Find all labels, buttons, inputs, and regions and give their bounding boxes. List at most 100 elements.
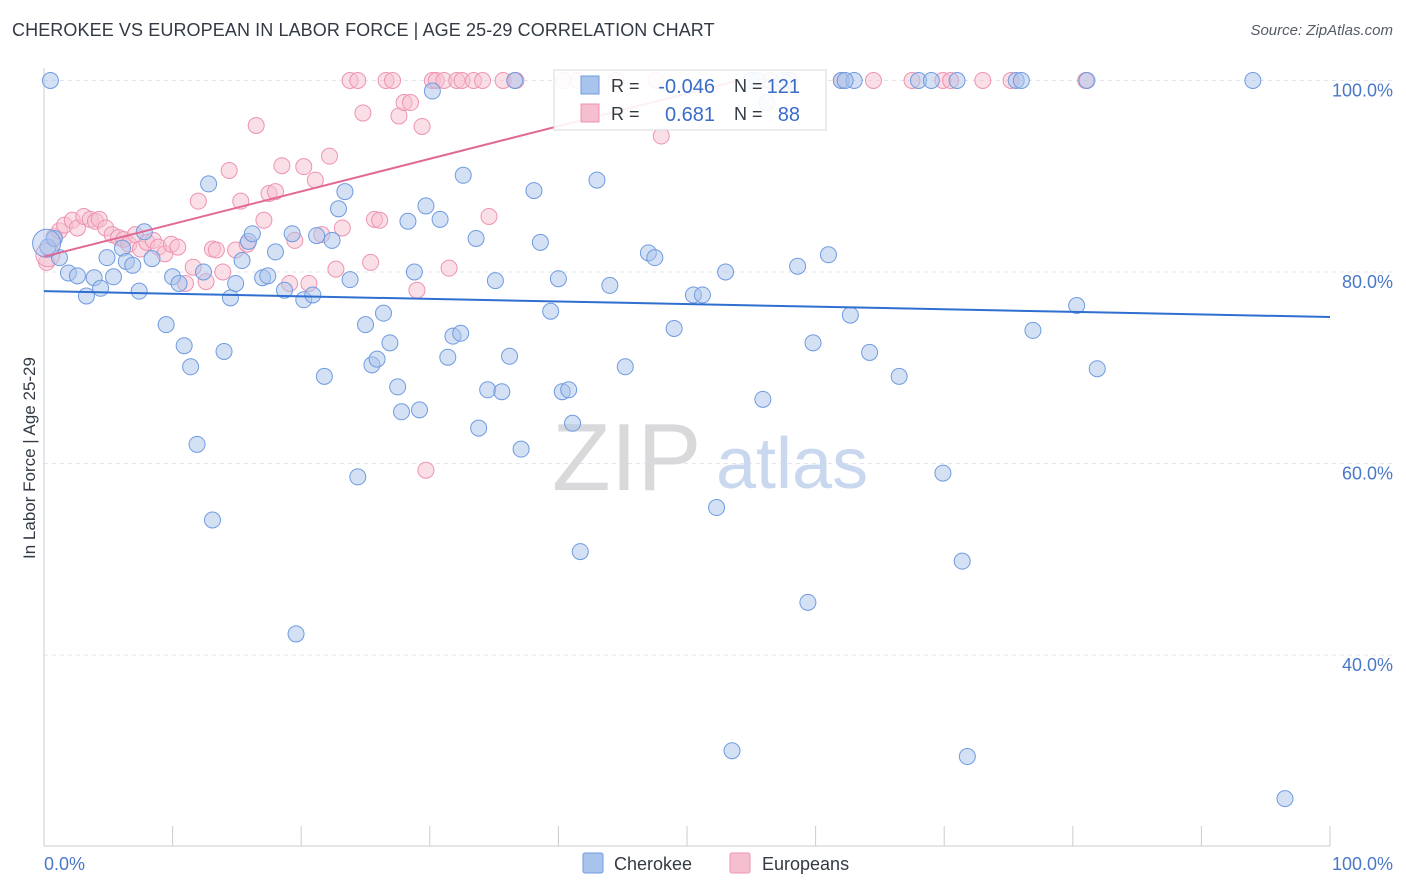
cherokee-point [170, 274, 188, 292]
y-tick-label: 60.0% [1342, 464, 1393, 484]
cherokee-point [531, 233, 549, 251]
stats-swatch-europeans [580, 103, 600, 123]
europeans-point [349, 72, 367, 89]
cherokee-point [506, 72, 524, 89]
legend: Cherokee Europeans [582, 852, 849, 874]
tick-labels: 40.0% 60.0% 80.0% 100.0% 0.0% 100.0% [44, 81, 1393, 875]
cherokee-point [564, 414, 582, 432]
europeans-point [440, 259, 458, 277]
cherokee-point [486, 272, 504, 290]
cherokee-point [454, 166, 472, 184]
cherokee-point [542, 302, 560, 320]
x-tick-label: 100.0% [1332, 854, 1393, 874]
cherokee-point [799, 593, 817, 611]
cherokee-point [283, 225, 301, 243]
europeans-point [408, 281, 426, 299]
cherokee-point [215, 342, 233, 360]
cherokee-point [1088, 360, 1106, 378]
cherokee-point [336, 183, 354, 201]
cherokee-point [439, 348, 457, 366]
stats-r-europeans: 0.681 [665, 104, 715, 126]
europeans-point [354, 104, 372, 122]
cherokee-point [717, 263, 735, 281]
cherokee-point [349, 468, 367, 486]
cherokee-point [512, 440, 530, 458]
europeans-point [474, 72, 492, 89]
cherokee-point [308, 227, 326, 245]
cherokee-point [836, 72, 854, 89]
cherokee-point [124, 256, 142, 274]
europeans-point [220, 162, 238, 180]
cherokee-point [77, 287, 95, 305]
cherokee-point [175, 337, 193, 355]
europeans-point [327, 260, 345, 278]
europeans-point [362, 253, 380, 271]
europeans-point [384, 72, 402, 89]
legend-swatch-cherokee [582, 852, 604, 874]
cherokee-point [227, 274, 245, 292]
europeans-point [214, 263, 232, 281]
europeans-point [371, 211, 389, 229]
stats-r-label-europeans: R = [611, 104, 640, 124]
cherokee-point [98, 249, 116, 267]
legend-item-cherokee[interactable]: Cherokee [582, 852, 692, 874]
y-axis-title: In Labor Force | Age 25-29 [20, 357, 39, 559]
stats-swatch-cherokee [580, 75, 600, 95]
cherokee-point [304, 286, 322, 304]
stats-n-cherokee: 121 [767, 76, 800, 98]
europeans-point [413, 117, 431, 135]
cherokee-point [357, 316, 374, 334]
cherokee-point [92, 279, 110, 297]
cherokee-point [1012, 72, 1030, 89]
cherokee-point [841, 306, 859, 324]
cherokee-point [329, 200, 347, 218]
stats-box: R = -0.046 N = 121 R = 0.681 N = 88 [553, 69, 827, 131]
cherokee-point [571, 543, 589, 561]
x-tick-label: 0.0% [44, 854, 85, 874]
cherokee-point [45, 229, 63, 247]
cherokee-point [417, 197, 435, 215]
cherokee-point [1244, 72, 1262, 89]
legend-swatch-europeans [729, 852, 751, 874]
cherokee-point [693, 286, 711, 304]
europeans-point [402, 94, 420, 112]
cherokee-point [525, 182, 543, 200]
cherokee-point [431, 210, 449, 228]
stats-r-cherokee: -0.046 [658, 76, 715, 98]
cherokee-point [32, 228, 62, 258]
cherokee-point [452, 324, 470, 342]
europeans-point [255, 211, 273, 229]
legend-item-europeans[interactable]: Europeans [729, 852, 849, 874]
cherokee-point [1068, 297, 1086, 315]
cherokee-point [200, 175, 218, 193]
cherokee-point [104, 268, 122, 286]
cherokee-point [708, 499, 726, 517]
cherokee-point [479, 381, 497, 399]
cherokee-point [405, 263, 423, 281]
cherokee-point [804, 334, 822, 352]
cherokee-point [549, 270, 567, 288]
cherokee-point [665, 319, 683, 337]
cherokee-points [32, 72, 1294, 808]
cherokee-point [221, 289, 239, 307]
cherokee-point [819, 246, 837, 264]
stats-n-europeans: 88 [778, 104, 800, 126]
cherokee-point [948, 72, 966, 89]
cherokee-point [203, 511, 221, 529]
cherokee-point [601, 276, 619, 294]
y-tick-label: 80.0% [1342, 272, 1393, 292]
cherokee-point [861, 343, 879, 361]
chart-source: Source: ZipAtlas.com [1250, 22, 1393, 39]
watermark-atlas: atlas [716, 424, 868, 504]
cherokee-point [423, 82, 441, 100]
europeans-point [189, 192, 207, 210]
cherokee-point [68, 267, 86, 285]
cherokee-point [953, 552, 971, 570]
europeans-point [207, 241, 225, 259]
legend-label-europeans: Europeans [762, 854, 849, 874]
europeans-point [295, 158, 313, 176]
watermark: ZIP atlas [552, 404, 868, 511]
europeans-point [247, 117, 265, 135]
cherokee-point [1078, 72, 1096, 89]
cherokee-point [41, 72, 59, 89]
